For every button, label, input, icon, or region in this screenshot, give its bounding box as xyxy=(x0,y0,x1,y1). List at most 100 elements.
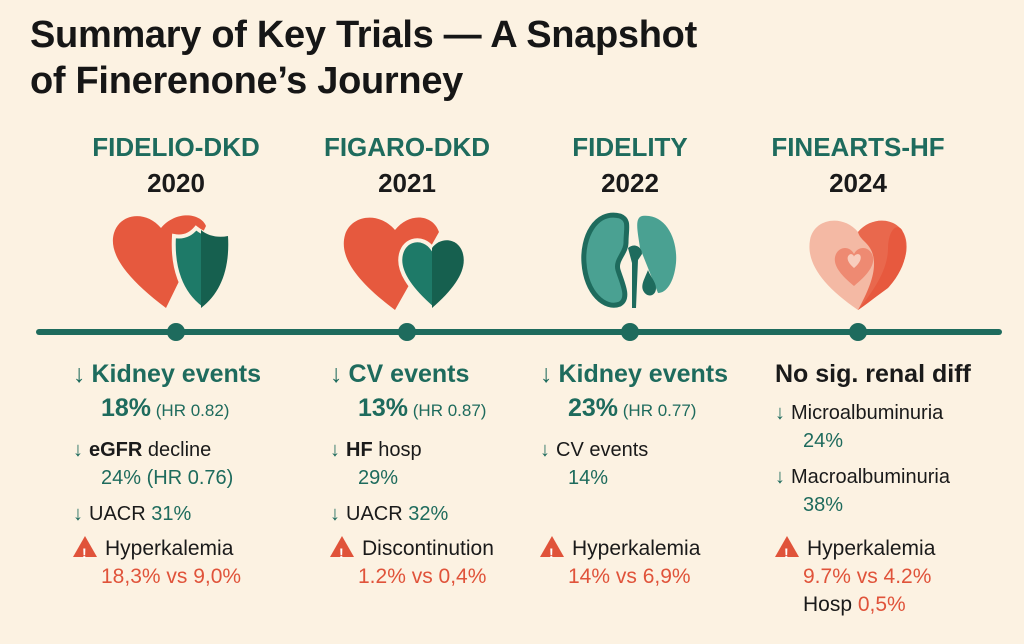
trial-safety: Hyperkalemia 18,3% vs 9,0% xyxy=(73,535,241,591)
stat-line: 1.2% vs 0,4% xyxy=(330,563,494,591)
stat-group: ↓ eGFR decline 24% (HR 0.76) xyxy=(73,436,261,492)
stat-group: ↓ CV events 14% xyxy=(540,436,728,492)
arrow-down-icon: ↓ xyxy=(775,402,785,424)
stat-group: ↓ Microalbuminuria 24% xyxy=(775,399,971,455)
stat-line: ↓ Kidney events xyxy=(73,357,261,391)
stat-text: 14% xyxy=(568,467,609,489)
arrow-down-icon: ↓ xyxy=(73,503,83,525)
stat-line: Hyperkalemia xyxy=(540,535,701,567)
stat-line: ↓ HF hosp xyxy=(330,436,486,464)
stat-text: Hosp xyxy=(803,593,853,616)
stat-text: Hyperkalemia xyxy=(105,537,234,560)
arrow-down-icon: ↓ xyxy=(73,360,86,388)
stat-group: ↓ UACR 32% xyxy=(330,500,486,528)
warning-icon xyxy=(540,536,564,567)
warning-icon xyxy=(330,536,354,567)
stat-text: UACR xyxy=(346,503,403,525)
stat-text: Microalbuminuria xyxy=(791,402,944,424)
stat-line: Discontinution xyxy=(330,535,494,567)
stat-group: No sig. renal diff xyxy=(775,357,971,391)
stat-group: ↓ CV events 13% (HR 0.87) xyxy=(330,357,486,428)
trial-name: FIDELIO-DKD xyxy=(92,132,260,162)
stat-text: 23% xyxy=(568,394,619,422)
stat-text: Discontinution xyxy=(362,537,494,560)
stat-line: ↓ UACR 31% xyxy=(73,500,261,528)
page-title: Summary of Key Trials — A Snapshot of Fi… xyxy=(30,12,697,104)
stat-text: 18,3% vs 9,0% xyxy=(101,565,242,588)
timeline-dot-2024 xyxy=(849,323,867,341)
stat-text: No sig. renal diff xyxy=(775,360,971,388)
stat-text: CV events xyxy=(556,439,649,461)
stat-group: ↓ Kidney events 18% (HR 0.82) xyxy=(73,357,261,428)
stat-line: 18,3% vs 9,0% xyxy=(73,563,241,591)
warning-icon xyxy=(775,536,799,567)
stat-line: 38% xyxy=(775,491,971,519)
stat-text: 24% (HR 0.76) xyxy=(101,467,234,489)
trial-year: 2021 xyxy=(378,168,436,198)
trial-safety: Hyperkalemia 9.7% vs 4.2% Hosp 0,5% xyxy=(775,535,935,619)
arrow-down-icon: ↓ xyxy=(330,503,340,525)
trial-name: FIDELITY xyxy=(572,132,688,162)
stat-text: Hyperkalemia xyxy=(572,537,701,560)
stat-text: 29% xyxy=(358,467,399,489)
stat-line: 14% xyxy=(540,464,728,492)
stat-line: ↓ Kidney events xyxy=(540,357,728,391)
stat-text: 0,5% xyxy=(852,593,906,616)
trial-name: FINEARTS-HF xyxy=(771,132,945,162)
heart-shield-icon xyxy=(112,215,231,311)
stat-group: ↓ HF hosp 29% xyxy=(330,436,486,492)
stat-line: 18% (HR 0.82) xyxy=(73,391,261,428)
title-line-1: Summary of Key Trials — A Snapshot xyxy=(30,14,697,56)
stat-line: ↓ eGFR decline xyxy=(73,436,261,464)
trial-stats: ↓ CV events 13% (HR 0.87) ↓ HF hosp 29% ↓ UACR … xyxy=(330,357,486,536)
trial-safety: Discontinution 1.2% vs 0,4% xyxy=(330,535,494,591)
trial-year: 2020 xyxy=(147,168,205,198)
arrow-down-icon: ↓ xyxy=(330,360,343,388)
stat-text: 38% xyxy=(803,494,844,516)
stat-text: Kidney events xyxy=(91,360,262,388)
stat-line: ↓ CV events xyxy=(330,357,486,391)
stat-text: Kidney events xyxy=(558,360,729,388)
trial-stats: ↓ Kidney events 23% (HR 0.77) ↓ CV events 14% xyxy=(540,357,728,500)
stat-line: No sig. renal diff xyxy=(775,357,971,391)
stat-group: ↓ Macroalbuminuria 38% xyxy=(775,463,971,519)
timeline-dot-2021 xyxy=(398,323,416,341)
kidney-icon xyxy=(581,212,677,308)
trial-stats: No sig. renal diff ↓ Microalbuminuria 24% ↓ M… xyxy=(775,357,971,527)
stat-text: 31% xyxy=(145,503,192,525)
stat-line: 29% xyxy=(330,464,486,492)
stat-text: 9.7% vs 4.2% xyxy=(803,565,932,588)
stat-line: Hyperkalemia xyxy=(73,535,241,567)
stat-text: (HR 0.77) xyxy=(618,401,697,420)
stat-text: 24% xyxy=(803,430,844,452)
stat-group: ↓ UACR 31% xyxy=(73,500,261,528)
stat-text: Macroalbuminuria xyxy=(791,466,950,488)
stat-text: CV events xyxy=(348,360,470,388)
trial-column-figaro: FIGARO-DKD 2021 ↓ CV events 13% (HR 0.87) ↓… xyxy=(282,0,532,644)
warning-icon xyxy=(73,536,97,567)
stat-line: ↓ CV events xyxy=(540,436,728,464)
title-line-2: of Finerenone’s Journey xyxy=(30,60,463,102)
stat-line: 14% vs 6,9% xyxy=(540,563,700,591)
trial-year: 2022 xyxy=(601,168,659,198)
trial-year: 2024 xyxy=(829,168,887,198)
stat-text: 18% xyxy=(101,394,152,422)
stat-line: Hosp 0,5% xyxy=(775,591,935,619)
timeline xyxy=(36,329,1002,335)
stat-text: Hyperkalemia xyxy=(807,537,936,560)
layered-heart-icon xyxy=(809,220,907,310)
arrow-down-icon: ↓ xyxy=(540,360,553,388)
stat-line: Hyperkalemia xyxy=(775,535,936,567)
trial-name: FIGARO-DKD xyxy=(323,132,491,162)
trial-stats: ↓ Kidney events 18% (HR 0.82) ↓ eGFR decline… xyxy=(73,357,261,536)
arrow-down-icon: ↓ xyxy=(540,439,550,461)
stat-text: 1.2% vs 0,4% xyxy=(358,565,487,588)
stat-line: ↓ Microalbuminuria xyxy=(775,399,971,427)
trial-column-finearts: FINEARTS-HF 2024 No sig. renal diff ↓ Micr… xyxy=(733,0,983,644)
timeline-dot-2020 xyxy=(167,323,185,341)
arrow-down-icon: ↓ xyxy=(775,466,785,488)
stat-line: ↓ Macroalbuminuria xyxy=(775,463,971,491)
stat-text: 32% xyxy=(402,503,449,525)
timeline-dot-2022 xyxy=(621,323,639,341)
arrow-down-icon: ↓ xyxy=(330,439,340,461)
